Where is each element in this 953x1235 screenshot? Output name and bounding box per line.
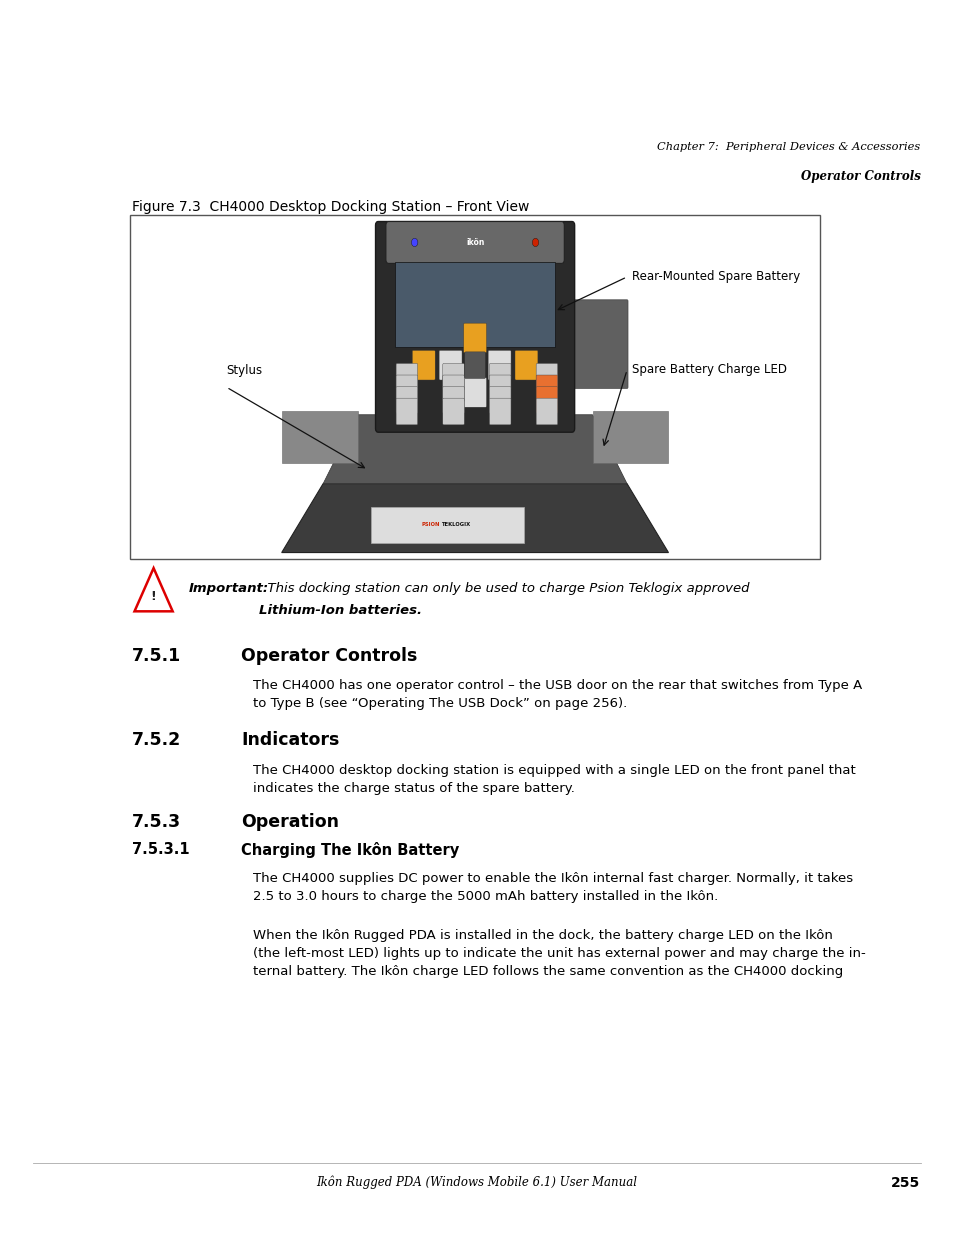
Bar bbox=[130, 215, 820, 559]
Text: 7.5.3: 7.5.3 bbox=[132, 813, 180, 831]
Text: 7.5.3.1: 7.5.3.1 bbox=[132, 842, 189, 857]
Text: TEKLOGIX: TEKLOGIX bbox=[441, 522, 470, 527]
Polygon shape bbox=[323, 415, 626, 484]
FancyBboxPatch shape bbox=[375, 221, 574, 432]
Text: Figure 7.3  CH4000 Desktop Docking Station – Front View: Figure 7.3 CH4000 Desktop Docking Statio… bbox=[132, 200, 529, 214]
FancyBboxPatch shape bbox=[442, 375, 464, 401]
Circle shape bbox=[532, 238, 538, 247]
FancyBboxPatch shape bbox=[515, 351, 537, 380]
Text: The CH4000 desktop docking station is equipped with a single LED on the front pa: The CH4000 desktop docking station is eq… bbox=[253, 764, 855, 795]
FancyBboxPatch shape bbox=[395, 363, 417, 390]
FancyBboxPatch shape bbox=[489, 387, 511, 414]
Circle shape bbox=[411, 238, 417, 247]
FancyBboxPatch shape bbox=[542, 300, 627, 388]
Text: PSION: PSION bbox=[421, 522, 439, 527]
FancyBboxPatch shape bbox=[442, 398, 464, 425]
Text: 255: 255 bbox=[890, 1176, 920, 1189]
Polygon shape bbox=[134, 568, 172, 611]
Polygon shape bbox=[281, 484, 668, 552]
FancyBboxPatch shape bbox=[370, 506, 524, 543]
FancyBboxPatch shape bbox=[395, 387, 417, 414]
FancyBboxPatch shape bbox=[412, 351, 435, 380]
FancyBboxPatch shape bbox=[395, 398, 417, 425]
Text: Operator Controls: Operator Controls bbox=[800, 170, 920, 184]
Text: Important:: Important: bbox=[189, 582, 269, 595]
FancyBboxPatch shape bbox=[489, 375, 511, 401]
Text: Stylus: Stylus bbox=[226, 364, 262, 377]
FancyBboxPatch shape bbox=[438, 351, 461, 380]
Text: 7.5.1: 7.5.1 bbox=[132, 647, 181, 666]
FancyBboxPatch shape bbox=[536, 375, 558, 401]
FancyBboxPatch shape bbox=[442, 387, 464, 414]
Text: The CH4000 has one operator control – the USB door on the rear that switches fro: The CH4000 has one operator control – th… bbox=[253, 679, 862, 710]
Text: Operation: Operation bbox=[241, 813, 339, 831]
Text: The CH4000 supplies DC power to enable the Ikôn internal fast charger. Normally,: The CH4000 supplies DC power to enable t… bbox=[253, 872, 852, 903]
Text: Lithium-Ion batteries.: Lithium-Ion batteries. bbox=[258, 604, 421, 618]
FancyBboxPatch shape bbox=[536, 398, 558, 425]
FancyBboxPatch shape bbox=[463, 324, 486, 353]
FancyBboxPatch shape bbox=[442, 363, 464, 390]
FancyBboxPatch shape bbox=[463, 378, 486, 408]
FancyBboxPatch shape bbox=[489, 363, 511, 390]
Text: 7.5.2: 7.5.2 bbox=[132, 731, 181, 750]
FancyBboxPatch shape bbox=[488, 351, 511, 380]
Text: ikön: ikön bbox=[465, 238, 484, 247]
FancyBboxPatch shape bbox=[536, 363, 558, 390]
Polygon shape bbox=[592, 411, 668, 463]
FancyBboxPatch shape bbox=[395, 262, 555, 347]
Text: Rear-Mounted Spare Battery: Rear-Mounted Spare Battery bbox=[631, 270, 800, 283]
FancyBboxPatch shape bbox=[395, 375, 417, 401]
FancyBboxPatch shape bbox=[489, 398, 511, 425]
Text: Indicators: Indicators bbox=[241, 731, 339, 750]
FancyBboxPatch shape bbox=[536, 387, 558, 414]
Text: When the Ikôn Rugged PDA is installed in the dock, the battery charge LED on the: When the Ikôn Rugged PDA is installed in… bbox=[253, 929, 864, 978]
Text: This docking station can only be used to charge Psion Teklogix approved: This docking station can only be used to… bbox=[258, 582, 748, 595]
FancyBboxPatch shape bbox=[464, 352, 485, 378]
Text: Spare Battery Charge LED: Spare Battery Charge LED bbox=[631, 363, 786, 377]
Text: Ikôn Rugged PDA (Windows Mobile 6.1) User Manual: Ikôn Rugged PDA (Windows Mobile 6.1) Use… bbox=[316, 1176, 637, 1189]
Text: Chapter 7:  Peripheral Devices & Accessories: Chapter 7: Peripheral Devices & Accessor… bbox=[657, 142, 920, 152]
Polygon shape bbox=[281, 411, 357, 463]
Text: Charging The Ikôn Battery: Charging The Ikôn Battery bbox=[241, 842, 459, 858]
Text: !: ! bbox=[151, 590, 156, 603]
FancyBboxPatch shape bbox=[385, 221, 563, 263]
Text: Operator Controls: Operator Controls bbox=[241, 647, 417, 666]
